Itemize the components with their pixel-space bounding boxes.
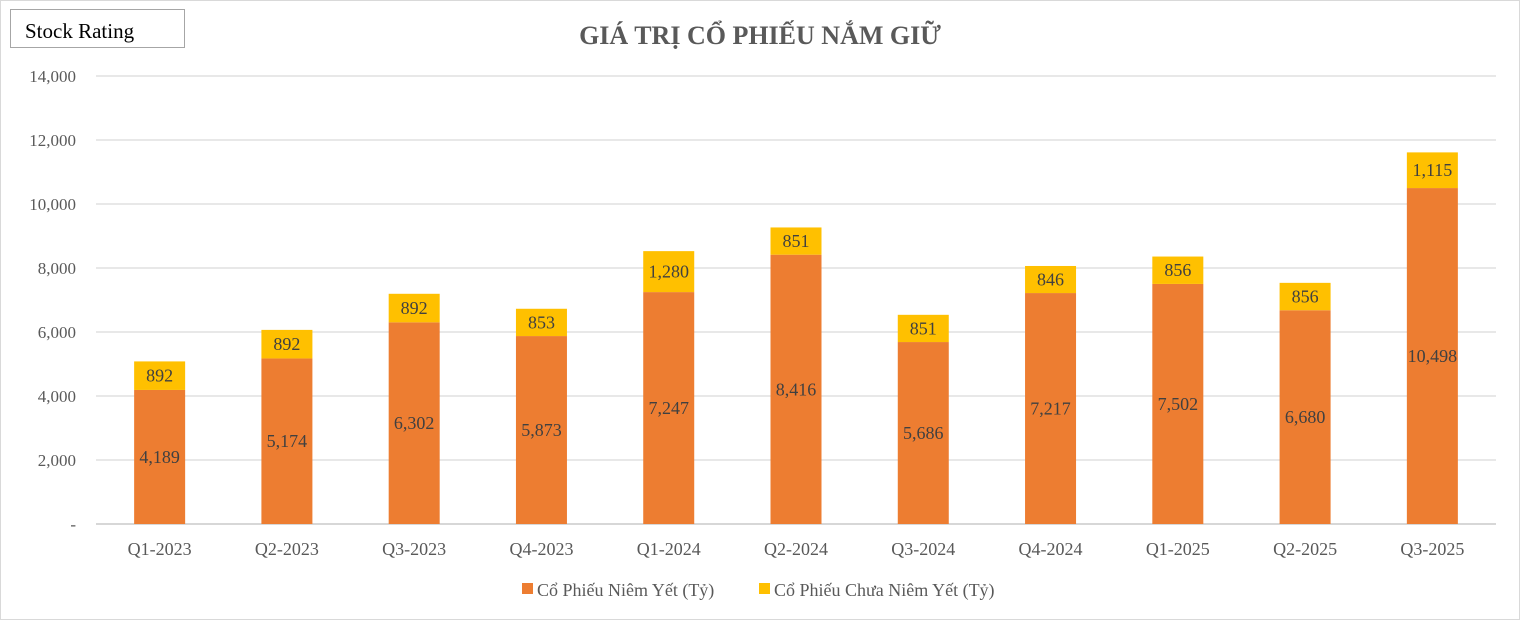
data-label: 5,686 [903, 423, 944, 443]
data-label: 1,115 [1412, 160, 1452, 180]
x-tick-label: Q1-2024 [637, 539, 701, 559]
y-tick-label: - [70, 515, 76, 534]
bar-listed [388, 322, 440, 524]
x-tick-label: Q2-2025 [1273, 539, 1337, 559]
legend-label: Cổ Phiếu Niêm Yết (Tỷ) [537, 580, 714, 601]
data-label: 856 [1164, 260, 1191, 280]
bar-unlisted [1025, 265, 1077, 294]
x-axis: Q1-2023 Q2-2023 Q3-2023 Q4-2023 Q1-2024 Q2-20… [128, 539, 1465, 559]
bar-unlisted [1279, 282, 1331, 311]
y-tick-label: 10,000 [29, 195, 76, 214]
y-axis: - 2,000 4,000 6,000 8,000 10,000 12,000 14,000 [29, 67, 76, 534]
x-tick-label: Q3-2023 [382, 539, 446, 559]
data-label: 7,502 [1158, 394, 1199, 414]
bar-listed [1025, 293, 1077, 524]
y-tick-label: 4,000 [38, 387, 76, 406]
bar-listed [1152, 283, 1204, 524]
data-label: 846 [1037, 270, 1064, 290]
bar-listed [134, 389, 186, 524]
legend: Cổ Phiếu Niêm Yết (Tỷ) Cổ Phiếu Chưa Niêm… [522, 580, 995, 601]
x-tick-label: Q4-2023 [509, 539, 573, 559]
data-label: 5,174 [267, 431, 308, 451]
bar-listed [515, 336, 567, 524]
bar-unlisted [388, 293, 440, 323]
y-tick-label: 12,000 [29, 131, 76, 150]
data-label: 6,302 [394, 413, 435, 433]
bar-unlisted [643, 251, 695, 293]
data-label: 8,416 [776, 379, 817, 399]
data-label: 1,280 [648, 262, 689, 282]
data-label: 892 [273, 334, 300, 354]
bar-listed [1279, 310, 1331, 524]
data-label: 4,189 [139, 447, 180, 467]
data-label: 10,498 [1408, 346, 1458, 366]
y-tick-label: 8,000 [38, 259, 76, 278]
bar-listed [770, 254, 822, 525]
y-tick-label: 14,000 [29, 67, 76, 86]
bar-listed [643, 292, 695, 524]
bar-unlisted [1406, 152, 1458, 189]
data-label: 856 [1292, 287, 1319, 307]
data-label: 892 [401, 298, 428, 318]
legend-swatch-unlisted [759, 583, 770, 594]
bar-unlisted [897, 314, 949, 343]
bar-listed [261, 358, 313, 524]
x-tick-label: Q2-2024 [764, 539, 828, 559]
x-tick-label: Q1-2023 [128, 539, 192, 559]
bars: 4,189 892 5,174 892 6,302 892 5,873 853 7,247 1,2… [134, 152, 1458, 525]
data-label: 853 [528, 312, 555, 332]
legend-swatch-listed [522, 583, 533, 594]
stock-rating-badge: Stock Rating [10, 9, 185, 48]
bar-unlisted [515, 308, 567, 337]
y-tick-label: 6,000 [38, 323, 76, 342]
x-tick-label: Q2-2023 [255, 539, 319, 559]
data-label: 5,873 [521, 420, 562, 440]
bar-listed [897, 342, 949, 524]
x-tick-label: Q1-2025 [1146, 539, 1210, 559]
bar-unlisted [134, 361, 186, 390]
data-label: 851 [783, 231, 810, 251]
x-tick-label: Q4-2024 [1019, 539, 1083, 559]
bar-listed [1406, 188, 1458, 524]
x-tick-label: Q3-2024 [891, 539, 955, 559]
bar-unlisted [261, 329, 313, 359]
data-label: 892 [146, 366, 173, 386]
legend-label: Cổ Phiếu Chưa Niêm Yết (Tỷ) [774, 580, 995, 601]
x-tick-label: Q3-2025 [1400, 539, 1464, 559]
data-label: 6,680 [1285, 407, 1326, 427]
bar-unlisted [1152, 256, 1204, 284]
stock-rating-label: Stock Rating [25, 19, 135, 43]
y-tick-label: 2,000 [38, 451, 76, 470]
data-label: 7,247 [648, 398, 689, 418]
data-label: 7,217 [1030, 399, 1071, 419]
bar-unlisted [770, 227, 822, 255]
chart-title: GIÁ TRỊ CỔ PHIẾU NẮM GIỮ [579, 21, 941, 50]
data-label: 851 [910, 318, 937, 338]
